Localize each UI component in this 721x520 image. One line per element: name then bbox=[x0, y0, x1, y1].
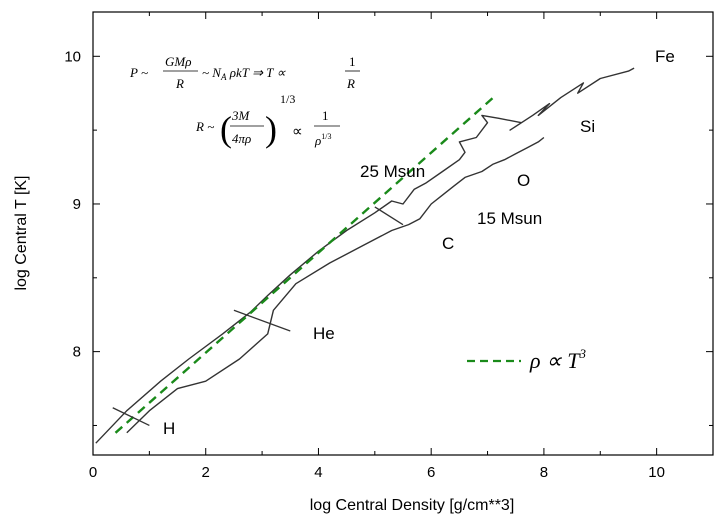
eq2-paren-l: ( bbox=[220, 109, 232, 149]
annotations: H He C O Si Fe 25 Msun 15 Msun bbox=[163, 47, 675, 438]
eq1-one: 1 bbox=[349, 54, 356, 69]
x-tick-label: 10 bbox=[648, 464, 665, 481]
y-tick-label: 9 bbox=[73, 196, 81, 213]
equation-line2: R ~ bbox=[195, 119, 214, 134]
x-tick-label: 4 bbox=[314, 464, 322, 481]
x-tick-label: 8 bbox=[540, 464, 548, 481]
eq2-den: 4πρ bbox=[232, 131, 251, 146]
eq1-den: R bbox=[175, 76, 184, 91]
phase-markers bbox=[112, 206, 404, 427]
plot-frame bbox=[92, 11, 714, 456]
ignition-marker bbox=[374, 206, 404, 226]
eq1-num: GMρ bbox=[165, 54, 191, 69]
x-axis-title: log Central Density [g/cm**3] bbox=[310, 497, 515, 514]
label-fe: Fe bbox=[655, 47, 675, 66]
label-15msun: 15 Msun bbox=[477, 209, 542, 228]
equation-line1: P ~ bbox=[129, 65, 148, 80]
ignition-marker bbox=[112, 407, 150, 427]
y-tick-label: 8 bbox=[73, 344, 81, 361]
equations: P ~ GMρ R ~ NA ρkT ⇒ T ∝ 1 R R ~ ( 3M 4π… bbox=[129, 54, 360, 149]
series-line-2 bbox=[114, 96, 494, 434]
series-layer bbox=[95, 67, 635, 444]
eq2-rho: ρ1/3 bbox=[314, 132, 331, 148]
y-axis-title: log Central T [K] bbox=[13, 175, 30, 290]
axis-ticks: 0 2 4 6 8 10 8 9 10 bbox=[64, 12, 714, 481]
legend: ρ ∝ T3 bbox=[467, 346, 587, 373]
legend-label: ρ ∝ T3 bbox=[529, 346, 587, 373]
label-si: Si bbox=[580, 117, 595, 136]
label-25msun: 25 Msun bbox=[360, 162, 425, 181]
eq2-exp: 1/3 bbox=[280, 92, 295, 106]
eq2-prop: ∝ bbox=[292, 124, 303, 140]
x-tick-label: 2 bbox=[202, 464, 210, 481]
label-h: H bbox=[163, 419, 175, 438]
series-line-0 bbox=[95, 67, 635, 444]
eq2-one: 1 bbox=[322, 108, 329, 123]
label-he: He bbox=[313, 324, 335, 343]
label-c: C bbox=[442, 234, 454, 253]
label-o: O bbox=[517, 171, 530, 190]
x-tick-label: 0 bbox=[89, 464, 97, 481]
eq2-paren-r: ) bbox=[265, 109, 277, 149]
eq2-num: 3M bbox=[231, 108, 251, 123]
ignition-marker bbox=[233, 309, 291, 332]
x-tick-label: 6 bbox=[427, 464, 435, 481]
series-line-1 bbox=[126, 136, 545, 434]
eq1-rest: ~ NA ρkT ⇒ T ∝ bbox=[202, 65, 286, 82]
y-tick-label: 10 bbox=[64, 48, 81, 65]
eq1-r: R bbox=[346, 76, 355, 91]
